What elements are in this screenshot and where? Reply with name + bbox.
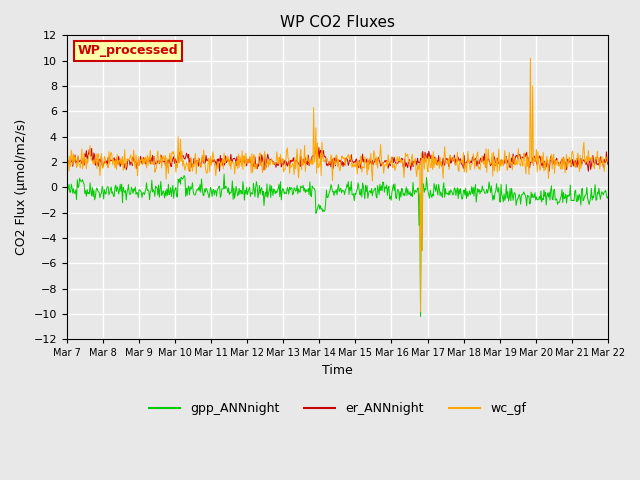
Y-axis label: CO2 Flux (μmol/m2/s): CO2 Flux (μmol/m2/s) <box>15 119 28 255</box>
er_ANNnight <box>63 156 70 161</box>
Line: wc_gf: wc_gf <box>67 58 608 312</box>
er_ANNnight <box>584 168 592 174</box>
gpp_ANNnight <box>604 194 612 200</box>
er_ANNnight <box>129 163 136 168</box>
wc_gf <box>604 159 612 165</box>
er_ANNnight <box>184 152 191 158</box>
wc_gf <box>184 162 191 168</box>
gpp_ANNnight <box>404 186 412 192</box>
wc_gf <box>403 153 411 159</box>
Line: er_ANNnight: er_ANNnight <box>67 147 608 171</box>
Text: WP_processed: WP_processed <box>77 45 178 58</box>
er_ANNnight <box>604 161 612 167</box>
gpp_ANNnight <box>212 188 220 194</box>
gpp_ANNnight <box>184 192 191 198</box>
wc_gf <box>420 155 428 161</box>
wc_gf <box>212 173 220 179</box>
er_ANNnight <box>404 165 412 170</box>
gpp_ANNnight <box>73 197 81 203</box>
Legend: gpp_ANNnight, er_ANNnight, wc_gf: gpp_ANNnight, er_ANNnight, wc_gf <box>143 397 531 420</box>
gpp_ANNnight <box>129 187 136 192</box>
gpp_ANNnight <box>220 171 228 177</box>
er_ANNnight <box>73 158 81 164</box>
Line: gpp_ANNnight: gpp_ANNnight <box>67 174 608 316</box>
wc_gf <box>417 309 424 314</box>
gpp_ANNnight <box>63 186 70 192</box>
er_ANNnight <box>420 158 428 164</box>
wc_gf <box>527 55 534 61</box>
X-axis label: Time: Time <box>322 364 353 377</box>
er_ANNnight <box>315 144 323 150</box>
er_ANNnight <box>212 159 220 165</box>
gpp_ANNnight <box>417 313 424 319</box>
wc_gf <box>129 161 136 167</box>
wc_gf <box>63 162 70 168</box>
wc_gf <box>73 165 81 170</box>
Title: WP CO2 Fluxes: WP CO2 Fluxes <box>280 15 395 30</box>
gpp_ANNnight <box>420 189 428 195</box>
